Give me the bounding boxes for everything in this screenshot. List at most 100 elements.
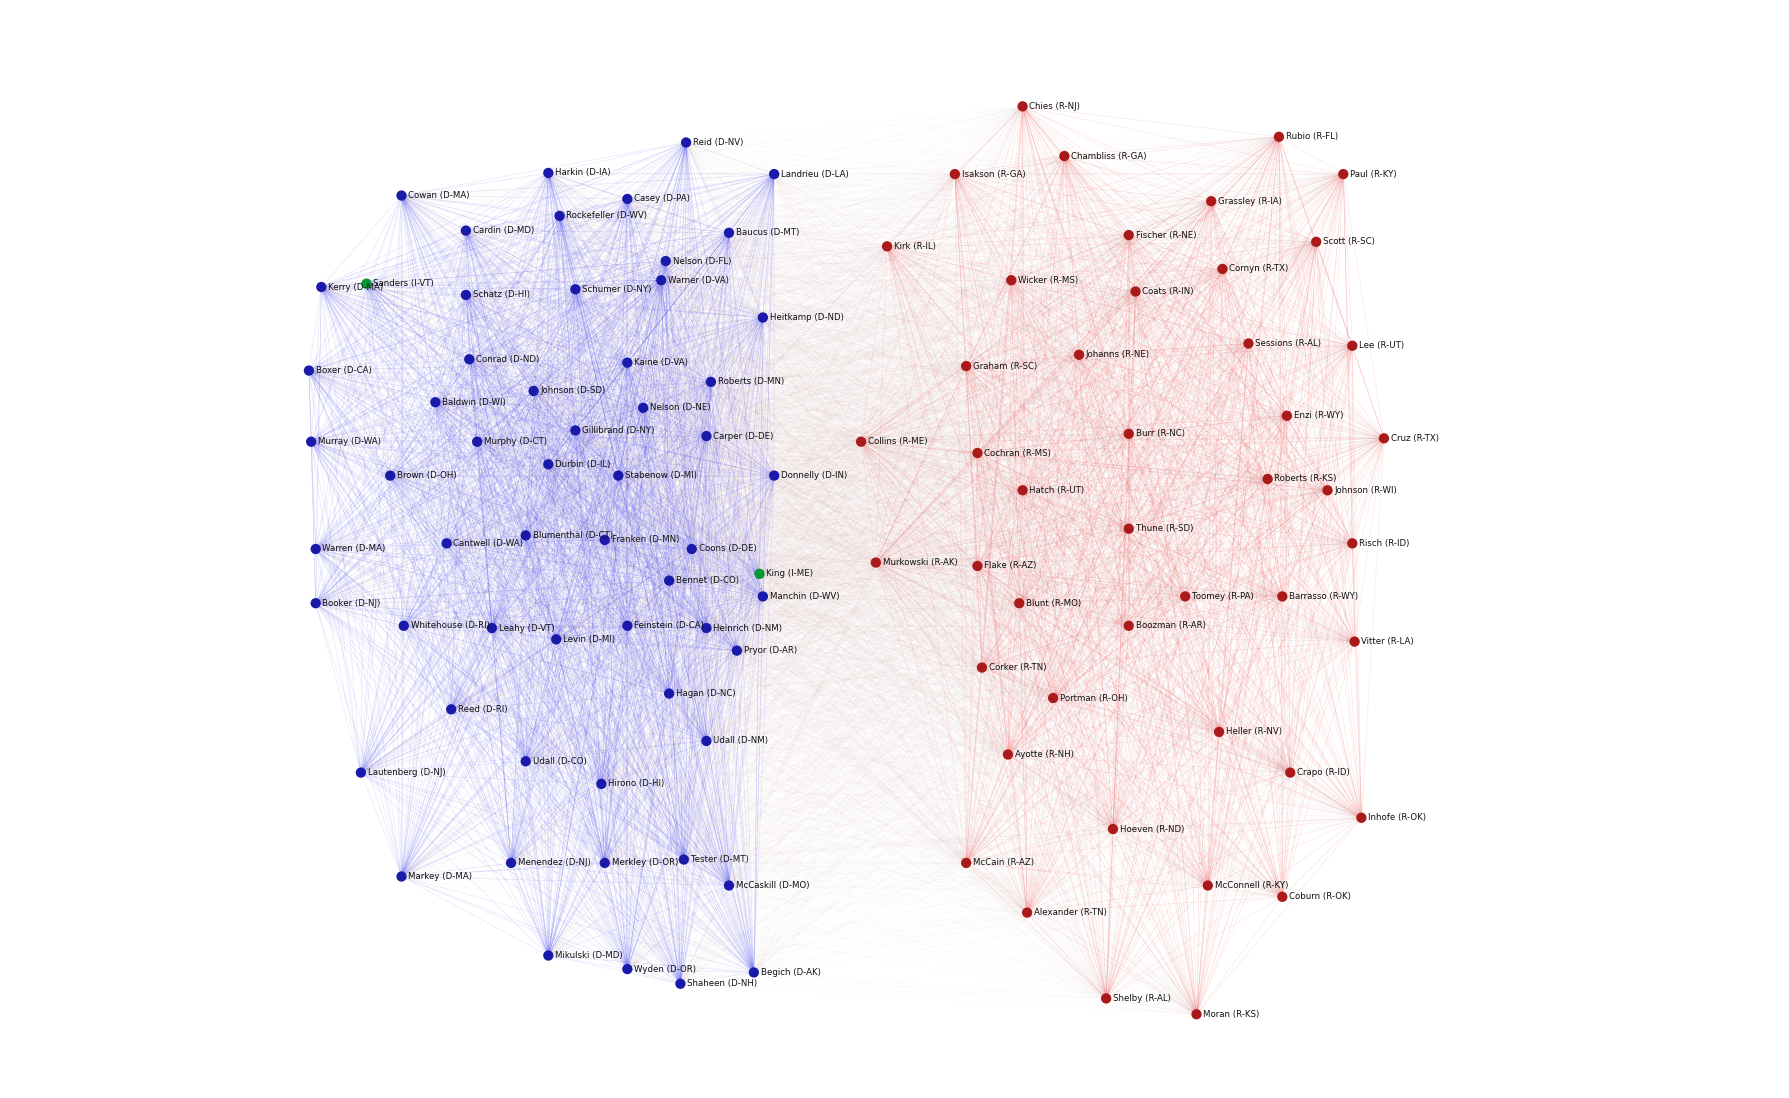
Point: [1276, 764, 1304, 782]
Point: [748, 309, 776, 326]
Point: [748, 587, 776, 605]
Point: [873, 237, 902, 255]
Point: [669, 851, 698, 869]
Point: [676, 540, 705, 558]
Text: Burr (R-NC): Burr (R-NC): [1134, 429, 1184, 438]
Text: Baldwin (D-WI): Baldwin (D-WI): [442, 397, 506, 406]
Text: Wicker (R-MS): Wicker (R-MS): [1018, 276, 1077, 284]
Text: Fischer (R-NE): Fischer (R-NE): [1134, 231, 1195, 239]
Text: Johanns (R-NE): Johanns (R-NE): [1086, 350, 1149, 359]
Text: Rubio (R-FL): Rubio (R-FL): [1285, 133, 1336, 142]
Point: [1313, 482, 1342, 500]
Text: Brown (D-OH): Brown (D-OH): [397, 471, 456, 480]
Text: Sanders (I-VT): Sanders (I-VT): [374, 279, 433, 288]
Text: Isakson (R-GA): Isakson (R-GA): [961, 169, 1025, 179]
Point: [1004, 594, 1032, 612]
Text: Heitkamp (D-ND): Heitkamp (D-ND): [769, 313, 843, 322]
Text: Murphy (D-CT): Murphy (D-CT): [483, 437, 547, 446]
Text: Markey (D-MA): Markey (D-MA): [408, 872, 472, 881]
Point: [1007, 98, 1036, 115]
Text: Baucus (D-MT): Baucus (D-MT): [735, 228, 798, 237]
Point: [386, 187, 415, 204]
Text: Levin (D-MI): Levin (D-MI): [564, 635, 615, 643]
Point: [390, 617, 419, 635]
Text: Landrieu (D-LA): Landrieu (D-LA): [780, 169, 848, 179]
Point: [347, 764, 376, 782]
Text: Ayotte (R-NH): Ayotte (R-NH): [1014, 750, 1073, 759]
Text: Murray (D-WA): Murray (D-WA): [318, 437, 381, 446]
Text: Blunt (R-MO): Blunt (R-MO): [1025, 598, 1081, 607]
Text: Coats (R-IN): Coats (R-IN): [1141, 287, 1193, 296]
Point: [295, 361, 324, 379]
Text: Roberts (D-MN): Roberts (D-MN): [717, 378, 784, 386]
Text: Murkowski (R-AK): Murkowski (R-AK): [882, 558, 957, 567]
Text: Leahy (D-VT): Leahy (D-VT): [499, 624, 555, 632]
Point: [420, 393, 449, 411]
Text: Reid (D-NV): Reid (D-NV): [692, 138, 742, 147]
Text: Whitehouse (D-RI): Whitehouse (D-RI): [410, 621, 488, 630]
Point: [1193, 876, 1222, 894]
Text: Casey (D-PA): Casey (D-PA): [633, 194, 689, 203]
Text: Barrasso (R-WY): Barrasso (R-WY): [1288, 592, 1358, 601]
Point: [1091, 989, 1120, 1007]
Text: Boxer (D-CA): Boxer (D-CA): [315, 366, 372, 376]
Text: McCain (R-AZ): McCain (R-AZ): [973, 859, 1034, 867]
Point: [451, 222, 479, 239]
Point: [996, 271, 1025, 289]
Point: [308, 278, 336, 295]
Text: Manchin (D-WV): Manchin (D-WV): [769, 592, 839, 601]
Point: [612, 617, 640, 635]
Text: Inhofe (R-OK): Inhofe (R-OK): [1367, 814, 1426, 822]
Point: [1013, 904, 1041, 921]
Text: Hoeven (R-ND): Hoeven (R-ND): [1120, 825, 1184, 833]
Point: [1233, 335, 1261, 352]
Point: [939, 166, 968, 183]
Point: [1064, 346, 1093, 363]
Text: Franken (D-MN): Franken (D-MN): [612, 536, 678, 545]
Text: Lee (R-UT): Lee (R-UT): [1358, 341, 1404, 350]
Point: [1181, 1006, 1209, 1023]
Text: Hirono (D-HI): Hirono (D-HI): [608, 780, 664, 788]
Text: Schatz (D-HI): Schatz (D-HI): [472, 290, 530, 300]
Text: Shaheen (D-NH): Shaheen (D-NH): [687, 979, 757, 988]
Point: [533, 456, 562, 473]
Point: [560, 422, 589, 439]
Point: [1267, 587, 1295, 605]
Text: Roberts (R-KS): Roberts (R-KS): [1274, 474, 1336, 483]
Point: [451, 287, 479, 304]
Point: [1252, 470, 1281, 488]
Text: Risch (R-ID): Risch (R-ID): [1358, 539, 1408, 548]
Text: Cowan (D-MA): Cowan (D-MA): [408, 191, 469, 200]
Point: [1338, 535, 1367, 552]
Point: [1265, 128, 1293, 146]
Text: Cochran (R-MS): Cochran (R-MS): [984, 448, 1050, 458]
Point: [696, 373, 725, 391]
Point: [952, 854, 980, 872]
Point: [533, 946, 562, 964]
Point: [1208, 260, 1236, 278]
Point: [560, 280, 589, 298]
Text: Moran (R-KS): Moran (R-KS): [1202, 1010, 1259, 1019]
Point: [1115, 425, 1143, 442]
Text: Shelby (R-AL): Shelby (R-AL): [1113, 994, 1170, 1002]
Point: [463, 433, 492, 450]
Point: [603, 467, 632, 484]
Point: [454, 350, 483, 368]
Point: [1115, 519, 1143, 537]
Text: Reed (D-RI): Reed (D-RI): [458, 705, 508, 714]
Text: Conrad (D-ND): Conrad (D-ND): [476, 355, 538, 363]
Point: [612, 354, 640, 371]
Point: [1338, 337, 1367, 355]
Text: Flake (R-AZ): Flake (R-AZ): [984, 561, 1036, 571]
Point: [512, 527, 540, 545]
Text: Graham (R-SC): Graham (R-SC): [973, 361, 1036, 370]
Text: Merkley (D-OR): Merkley (D-OR): [612, 859, 678, 867]
Point: [301, 594, 329, 612]
Text: Harkin (D-IA): Harkin (D-IA): [555, 168, 610, 178]
Text: Kirk (R-IL): Kirk (R-IL): [893, 242, 936, 250]
Text: Heller (R-NV): Heller (R-NV): [1225, 728, 1281, 737]
Text: Collins (R-ME): Collins (R-ME): [868, 437, 927, 446]
Point: [962, 445, 991, 462]
Text: Udall (D-NM): Udall (D-NM): [712, 737, 767, 746]
Text: Chambliss (R-GA): Chambliss (R-GA): [1070, 152, 1147, 160]
